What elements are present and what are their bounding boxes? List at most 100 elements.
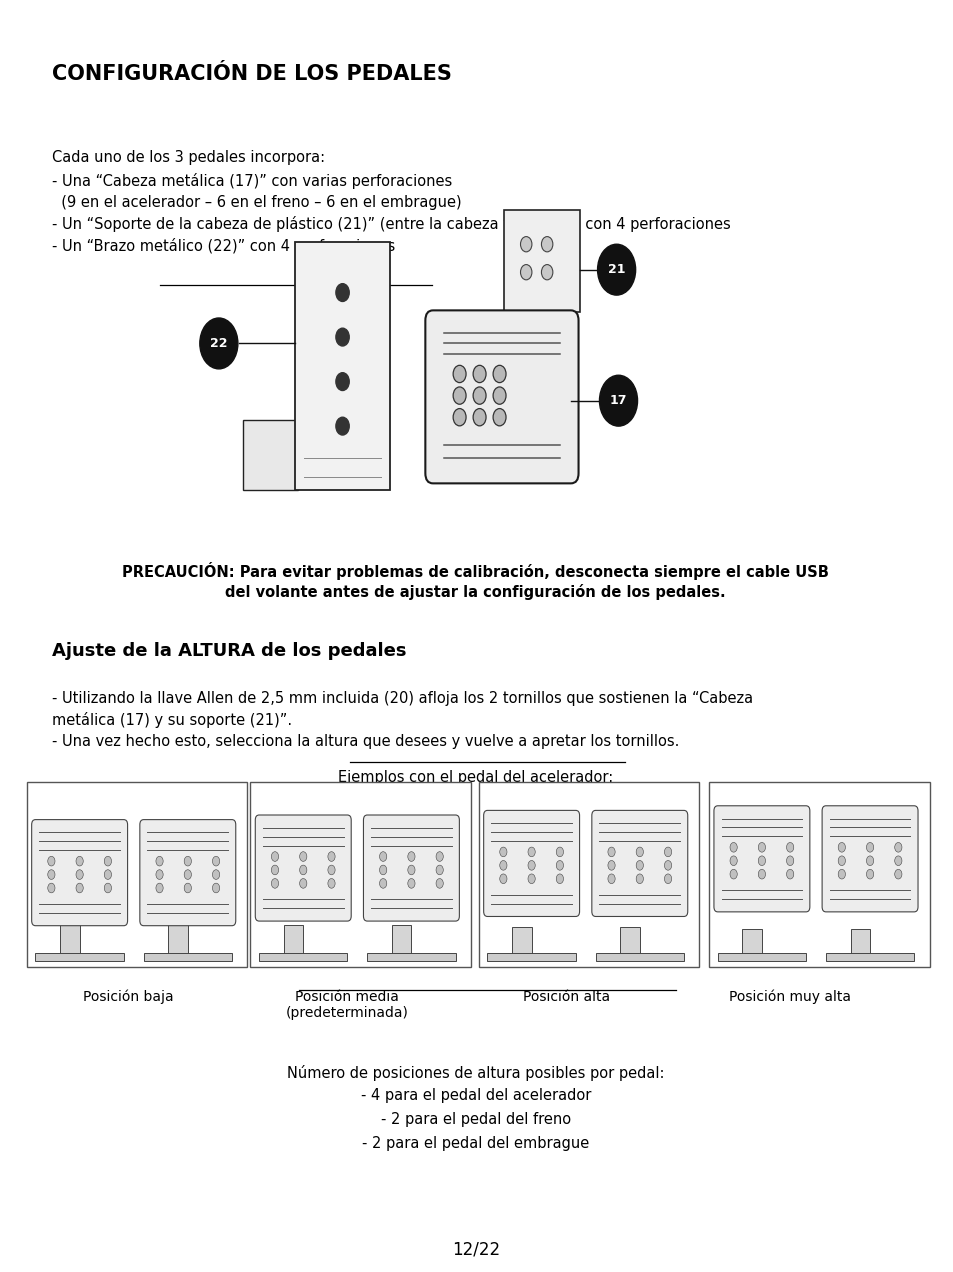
Bar <box>35 953 124 962</box>
Bar <box>708 782 929 967</box>
Circle shape <box>527 861 535 870</box>
Bar <box>478 782 699 967</box>
Circle shape <box>271 865 278 875</box>
Bar <box>825 953 913 962</box>
Circle shape <box>213 870 219 879</box>
Circle shape <box>335 284 349 301</box>
Circle shape <box>473 408 485 426</box>
Circle shape <box>199 318 237 369</box>
Circle shape <box>328 879 335 888</box>
Text: - Utilizando la llave Allen de 2,5 mm incluida (20) afloja los 2 tornillos que s: - Utilizando la llave Allen de 2,5 mm in… <box>52 691 753 706</box>
FancyBboxPatch shape <box>363 815 459 921</box>
FancyBboxPatch shape <box>255 815 351 921</box>
Text: - 2 para el pedal del embrague: - 2 para el pedal del embrague <box>362 1136 589 1151</box>
Text: 22: 22 <box>210 337 228 350</box>
Circle shape <box>838 856 844 865</box>
Circle shape <box>758 842 764 852</box>
Circle shape <box>328 852 335 861</box>
Bar <box>717 953 805 962</box>
Bar <box>60 922 79 959</box>
Circle shape <box>453 365 466 383</box>
Circle shape <box>598 375 637 426</box>
FancyBboxPatch shape <box>31 819 128 926</box>
Circle shape <box>499 874 506 884</box>
Bar <box>741 930 761 959</box>
Circle shape <box>453 387 466 404</box>
FancyBboxPatch shape <box>713 805 809 912</box>
Circle shape <box>556 874 563 884</box>
Text: Posición baja: Posición baja <box>83 990 173 1004</box>
Circle shape <box>379 879 386 888</box>
Circle shape <box>184 883 192 893</box>
Circle shape <box>379 865 386 875</box>
Circle shape <box>636 847 642 857</box>
Circle shape <box>299 852 307 861</box>
Circle shape <box>213 856 219 866</box>
Bar <box>144 953 232 962</box>
Circle shape <box>499 847 506 857</box>
Bar <box>259 953 347 962</box>
Circle shape <box>76 856 83 866</box>
Circle shape <box>271 879 278 888</box>
Circle shape <box>729 842 737 852</box>
Text: del volante antes de ajustar la configuración de los pedales.: del volante antes de ajustar la configur… <box>225 584 725 600</box>
Bar <box>392 925 411 959</box>
Circle shape <box>299 865 307 875</box>
Circle shape <box>520 265 532 280</box>
FancyBboxPatch shape <box>294 242 390 490</box>
Bar <box>284 925 303 959</box>
Circle shape <box>271 852 278 861</box>
Circle shape <box>597 244 635 295</box>
Circle shape <box>527 847 535 857</box>
Circle shape <box>493 387 505 404</box>
Circle shape <box>894 842 901 852</box>
Circle shape <box>758 856 764 865</box>
Circle shape <box>104 870 112 879</box>
Circle shape <box>785 856 793 865</box>
Circle shape <box>607 847 615 857</box>
Text: Posición muy alta: Posición muy alta <box>728 990 850 1004</box>
Circle shape <box>213 883 219 893</box>
Circle shape <box>436 852 443 861</box>
Circle shape <box>729 869 737 879</box>
Circle shape <box>473 365 485 383</box>
Bar <box>595 953 683 962</box>
Circle shape <box>785 842 793 852</box>
Circle shape <box>785 869 793 879</box>
Circle shape <box>379 852 386 861</box>
Text: - Una vez hecho esto, selecciona la altura que desees y vuelve a apretar los tor: - Una vez hecho esto, selecciona la altu… <box>52 734 679 749</box>
Circle shape <box>838 869 844 879</box>
Circle shape <box>436 879 443 888</box>
Bar <box>367 953 456 962</box>
Text: Cada uno de los 3 pedales incorpora:: Cada uno de los 3 pedales incorpora: <box>52 150 325 165</box>
Circle shape <box>328 865 335 875</box>
Circle shape <box>663 847 671 857</box>
Text: Posición alta: Posición alta <box>522 990 609 1004</box>
Text: - Un “Brazo metálico (22)” con 4 perforaciones: - Un “Brazo metálico (22)” con 4 perfora… <box>52 238 395 254</box>
Circle shape <box>865 842 873 852</box>
FancyBboxPatch shape <box>821 805 917 912</box>
Bar <box>512 927 531 959</box>
Text: 12/22: 12/22 <box>451 1240 499 1258</box>
Text: Número de posiciones de altura posibles por pedal:: Número de posiciones de altura posibles … <box>287 1065 664 1081</box>
Text: 21: 21 <box>607 263 625 276</box>
Text: (9 en el acelerador – 6 en el freno – 6 en el embrague): (9 en el acelerador – 6 en el freno – 6 … <box>52 195 461 210</box>
Bar <box>250 782 471 967</box>
Text: 17: 17 <box>609 394 627 407</box>
Text: Posición media
(predeterminada): Posición media (predeterminada) <box>286 990 408 1020</box>
Circle shape <box>865 869 873 879</box>
Circle shape <box>894 856 901 865</box>
Circle shape <box>758 869 764 879</box>
Text: CONFIGURACIÓN DE LOS PEDALES: CONFIGURACIÓN DE LOS PEDALES <box>52 64 452 84</box>
Circle shape <box>541 237 553 252</box>
Circle shape <box>299 879 307 888</box>
Circle shape <box>473 387 485 404</box>
Circle shape <box>556 861 563 870</box>
Circle shape <box>155 856 163 866</box>
Bar <box>27 782 247 967</box>
FancyBboxPatch shape <box>504 210 579 312</box>
Circle shape <box>499 861 506 870</box>
Circle shape <box>407 879 415 888</box>
Text: PRECAUCIÓN: Para evitar problemas de calibración, desconecta siempre el cable US: PRECAUCIÓN: Para evitar problemas de cal… <box>122 562 828 580</box>
Circle shape <box>48 883 55 893</box>
